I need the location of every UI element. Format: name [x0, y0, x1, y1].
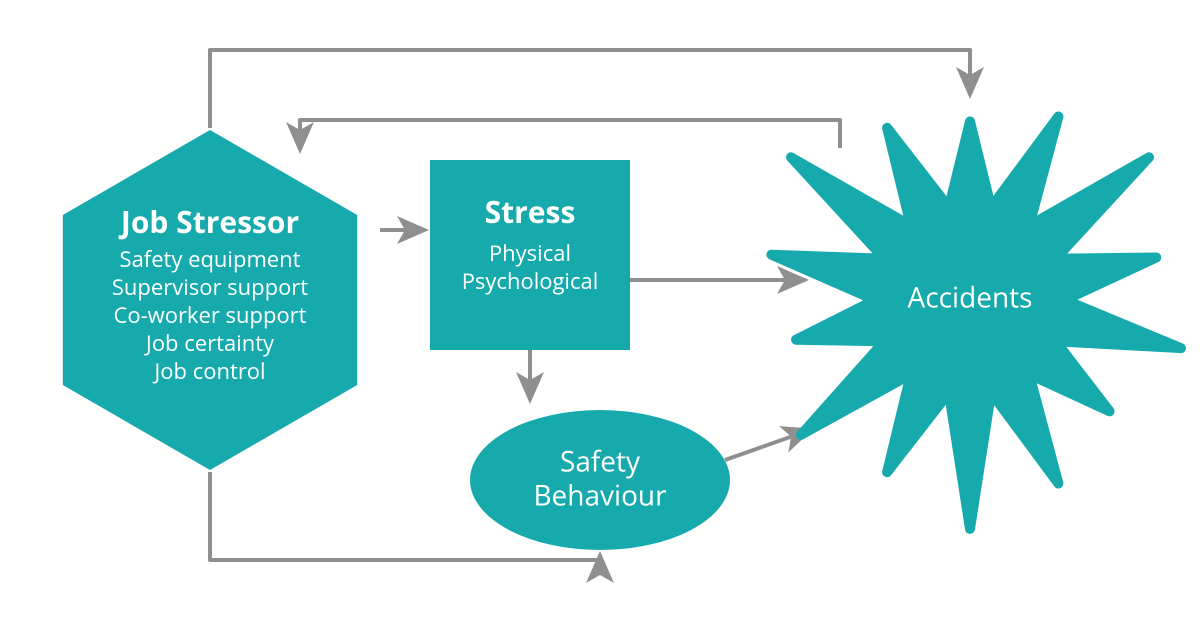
job-stressor-line: Job control [152, 356, 265, 386]
edge-jobstressor-to-accidents-top [210, 50, 970, 128]
safety-behaviour-line2: Behaviour [533, 476, 667, 514]
job-stressor-line: Job certainty [144, 328, 275, 358]
node-stress: Stress PhysicalPsychological [430, 160, 630, 350]
node-job-stressor: Job StressorSafety equipmentSupervisor s… [63, 130, 357, 470]
stress-line: Psychological [462, 266, 599, 296]
safety-behaviour-line1: Safety [560, 442, 641, 480]
nodes-layer: Job StressorSafety equipmentSupervisor s… [63, 117, 1181, 551]
job-stressor-line: Supervisor support [112, 272, 308, 302]
stress-accidents-diagram: Job StressorSafety equipmentSupervisor s… [0, 0, 1200, 627]
node-accidents: Accidents [771, 117, 1181, 529]
job-stressor-title: Job Stressor [118, 201, 299, 242]
node-safety-behaviour: SafetyBehaviour [470, 410, 730, 550]
stress-line: Physical [489, 238, 571, 268]
accidents-label: Accidents [908, 278, 1033, 316]
job-stressor-line: Co-worker support [113, 300, 306, 330]
job-stressor-line: Safety equipment [120, 244, 301, 274]
edge-accidents-to-jobstressor-feedback [300, 120, 840, 150]
stress-title: Stress [485, 191, 576, 232]
